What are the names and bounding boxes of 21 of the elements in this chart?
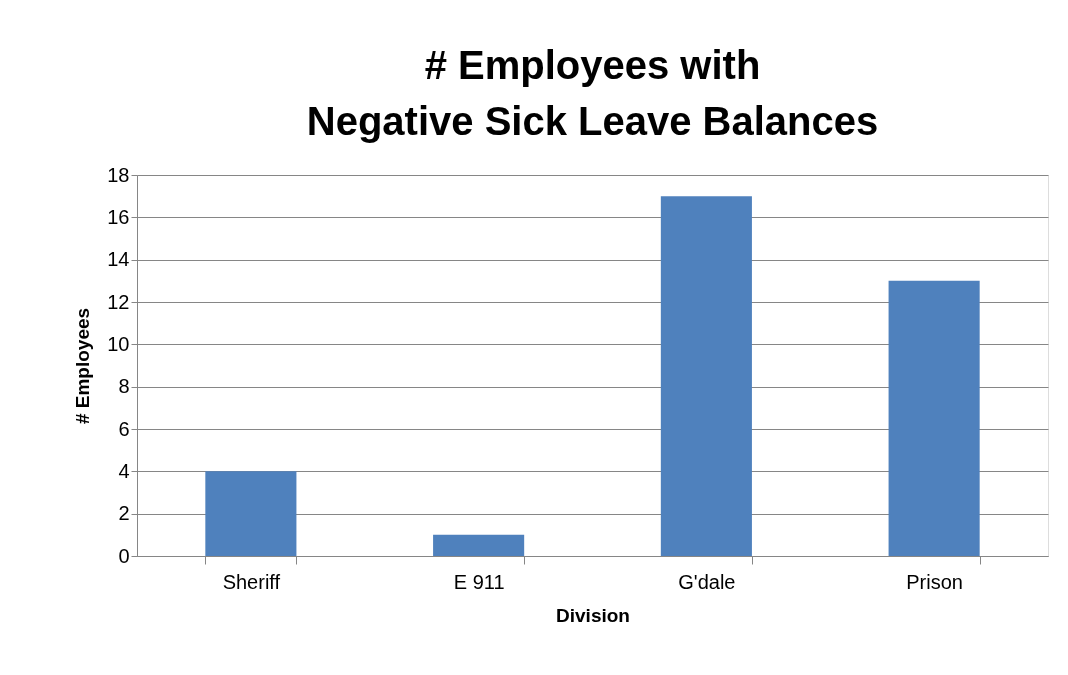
bar bbox=[205, 471, 297, 556]
x-tick-label: G'dale bbox=[678, 570, 736, 593]
y-tick-label: 0 bbox=[118, 544, 130, 567]
chart-title: # Employees with Negative Sick Leave Balances bbox=[306, 43, 879, 143]
y-tick-label: 14 bbox=[107, 248, 130, 271]
y-tick-label: 16 bbox=[107, 205, 130, 228]
bar bbox=[660, 196, 752, 556]
x-tick-label: E 911 bbox=[453, 570, 505, 593]
x-tick-label: Sheriff bbox=[222, 570, 281, 593]
x-tick-label: Prison bbox=[906, 570, 963, 593]
y-tick-label: 4 bbox=[118, 459, 130, 482]
x-axis-title: Division bbox=[556, 604, 630, 626]
y-axis-title: # Employees bbox=[72, 307, 94, 425]
bar bbox=[888, 280, 980, 556]
y-tick-label: 12 bbox=[107, 290, 130, 313]
y-tick-label: 18 bbox=[107, 163, 130, 186]
y-tick-label: 2 bbox=[118, 502, 130, 525]
bar bbox=[433, 534, 525, 556]
y-tick-label: 8 bbox=[118, 375, 130, 398]
y-tick-label: 6 bbox=[118, 417, 130, 440]
y-tick-label: 10 bbox=[107, 332, 130, 355]
